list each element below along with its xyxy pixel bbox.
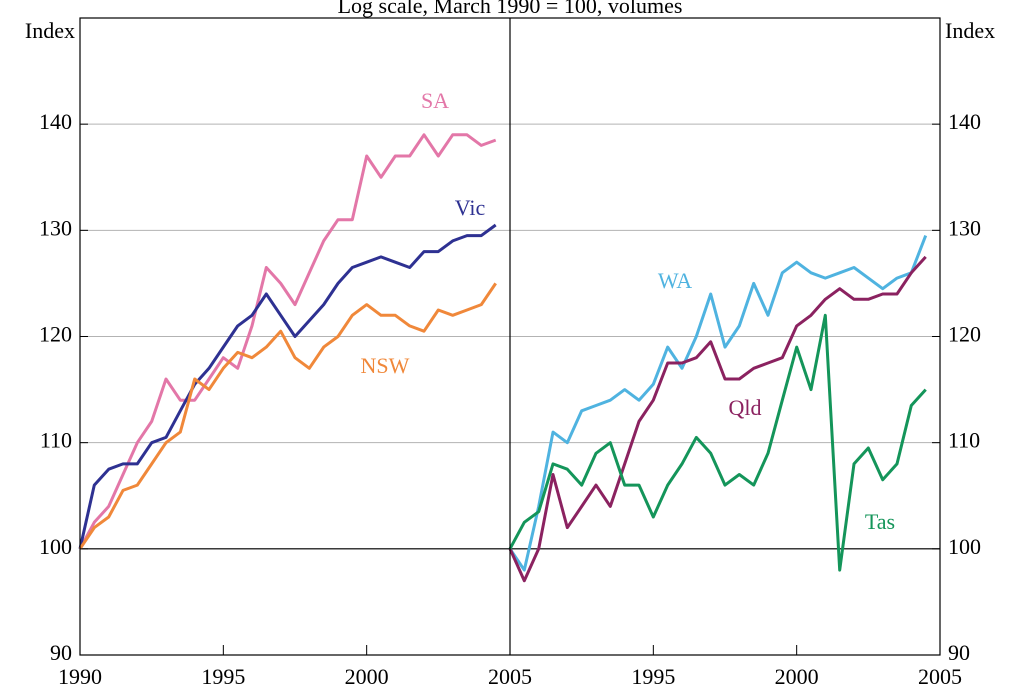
series-label: Qld [729,395,762,420]
x-tick-label: 1990 [58,664,102,689]
y-tick-label: 90 [50,640,72,665]
series-label: Vic [455,195,486,220]
series-label: NSW [361,353,410,378]
y-tick-label: 140 [948,109,981,134]
chart-title: Log scale, March 1990 = 100, volumes [338,0,683,18]
x-tick-label: 2000 [775,664,819,689]
x-tick-label: 2005 [918,664,962,689]
series-line [508,255,927,583]
y-axis-label: Index [945,18,995,43]
y-axis-label: Index [25,18,75,43]
series-line [78,223,497,550]
series-line [78,133,497,550]
x-tick-label: 2000 [345,664,389,689]
series-label: WA [658,268,692,293]
series-label: Tas [865,509,895,534]
series-line [508,235,928,572]
y-tick-label: 120 [948,322,981,347]
y-tick-label: 110 [948,428,980,453]
x-tick-label: 1995 [631,664,675,689]
y-tick-label: 110 [40,428,72,453]
y-tick-label: 100 [39,534,72,559]
y-tick-label: 130 [39,215,72,240]
y-tick-label: 130 [948,215,981,240]
y-tick-label: 120 [39,322,72,347]
grid [80,123,940,656]
series-label: SA [421,88,449,113]
y-tick-label: 100 [948,534,981,559]
y-tick-label: 140 [39,109,72,134]
series-line [78,282,497,550]
series-line [508,313,927,572]
x-tick-label: 2005 [488,664,532,689]
x-tick-label: 1995 [201,664,245,689]
lines [78,133,928,583]
y-tick-label: 90 [948,640,970,665]
